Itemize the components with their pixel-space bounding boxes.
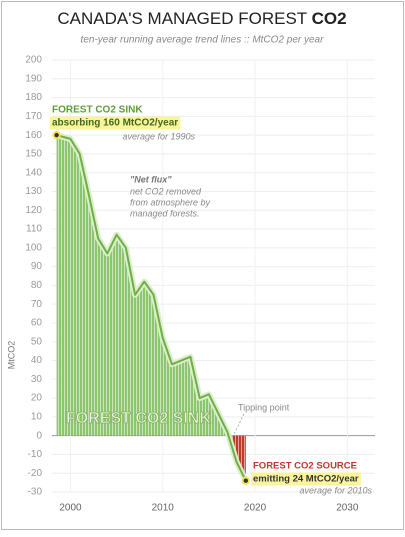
y-tick-label: 20 — [31, 393, 43, 404]
y-tick-label: -20 — [28, 468, 43, 479]
y-tick-label: 50 — [31, 336, 43, 347]
y-axis-label: MtCO2 — [6, 341, 16, 370]
annotation: average for 2010s — [299, 485, 372, 495]
x-tick-label: 2000 — [59, 503, 82, 514]
y-tick-label: 140 — [25, 167, 42, 178]
annotation: Tipping point — [238, 402, 290, 412]
highlight — [251, 472, 361, 486]
trend-line — [56, 134, 247, 482]
x-tick-label: 2020 — [244, 503, 267, 514]
point-marker — [52, 130, 61, 140]
annotation: net CO2 removed — [130, 186, 202, 196]
annotation: "Net flux" — [130, 174, 172, 184]
y-tick-label: 70 — [31, 299, 43, 310]
annotation: from atmosphere by — [130, 197, 211, 207]
annotation: average for 1990s — [122, 131, 195, 141]
y-tick-label: 60 — [31, 318, 43, 329]
y-tick-label: 0 — [36, 430, 42, 441]
y-tick-label: 200 — [25, 55, 42, 66]
annotation: absorbing 160 MtCO2/year — [52, 118, 178, 129]
y-tick-label: 160 — [25, 130, 42, 141]
y-tick-label: -10 — [28, 449, 43, 460]
point-marker — [241, 476, 251, 485]
y-tick-label: 190 — [25, 73, 42, 84]
annotation: managed forests. — [130, 208, 200, 218]
annotation: FOREST CO2 SOURCE — [253, 461, 357, 472]
y-tick-label: 110 — [26, 224, 42, 235]
y-tick-label: 10 — [31, 412, 43, 423]
y-tick-label: 130 — [25, 186, 42, 197]
subtitle: ten-year running average trend lines :: … — [81, 35, 325, 46]
title-main: CANADA'S MANAGED FOREST — [57, 9, 306, 28]
y-tick-label: 40 — [31, 355, 43, 366]
y-tick-label: 100 — [25, 242, 42, 253]
y-tick-label: 120 — [25, 205, 42, 216]
y-tick-label: 150 — [25, 149, 42, 160]
y-tick-label: 90 — [31, 261, 43, 272]
title-emphasis: CO2 — [312, 9, 347, 28]
annotation: emitting 24 MtCO2/year — [253, 474, 359, 485]
annotation: FOREST CO2 SINK — [66, 410, 211, 427]
y-tick-label: 30 — [31, 374, 43, 385]
y-tick-label: 80 — [31, 280, 43, 291]
x-tick-label: 2010 — [152, 503, 175, 514]
chart-title: CANADA'S MANAGED FOREST CO2 — [57, 9, 346, 28]
annotation: FOREST CO2 SINK — [52, 105, 143, 116]
y-tick-label: 180 — [25, 92, 42, 103]
x-tick-label: 2030 — [336, 503, 359, 514]
y-tick-label: -30 — [28, 487, 43, 498]
y-tick-label: 170 — [25, 111, 42, 122]
highlight — [50, 116, 181, 130]
